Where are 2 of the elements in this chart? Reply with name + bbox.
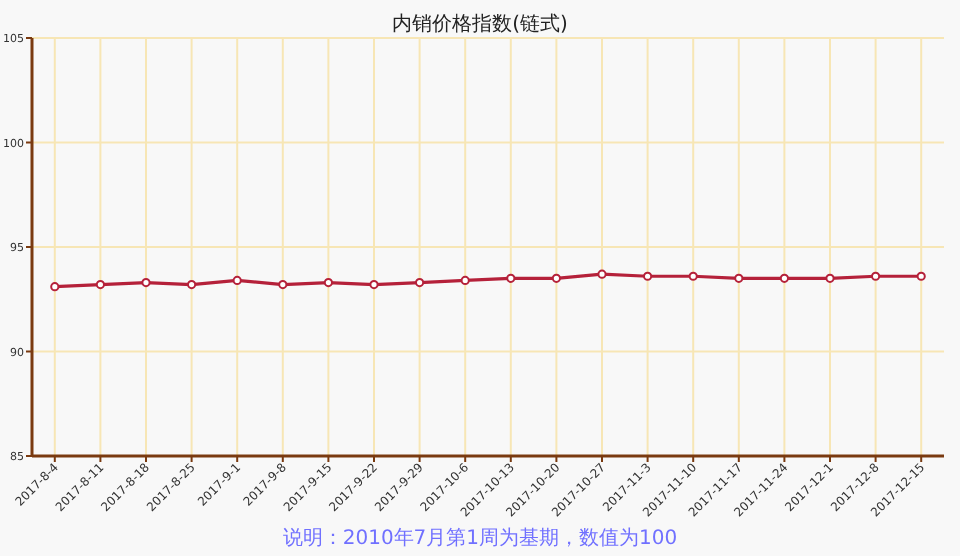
text: 说明：2010年7月第1周为基期，数值为100 [282,526,678,550]
chart-title: 内销价格指数(链式) [392,12,568,36]
